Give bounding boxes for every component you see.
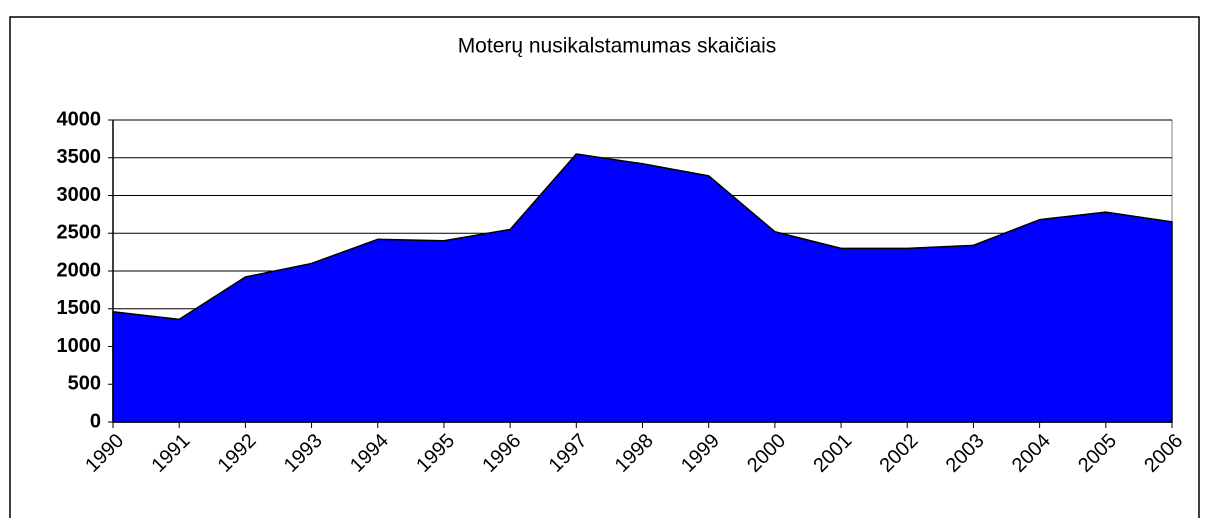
y-tick-label: 4000 bbox=[57, 108, 102, 130]
y-tick-label: 2500 bbox=[57, 222, 102, 244]
y-tick-label: 0 bbox=[90, 410, 101, 432]
area bbox=[112, 153, 1173, 423]
y-tick-label: 3500 bbox=[57, 146, 102, 168]
y-tick-label: 500 bbox=[68, 373, 101, 395]
y-tick-label: 1000 bbox=[57, 335, 102, 357]
y-tick-label: 1500 bbox=[57, 297, 102, 319]
chart-title: Moterų nusikalstamumas skaičiais bbox=[458, 35, 777, 58]
y-tick-label: 2000 bbox=[57, 259, 102, 281]
y-tick-label: 3000 bbox=[57, 184, 102, 206]
